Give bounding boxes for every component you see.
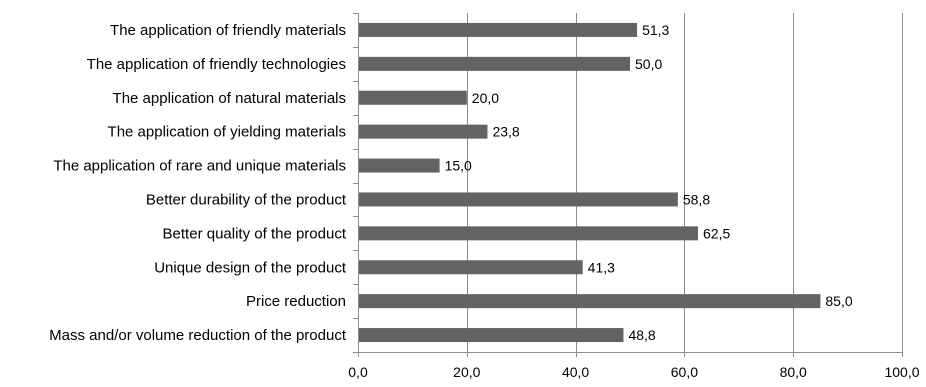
category-label: The application of natural materials — [113, 90, 346, 107]
category-label: The application of yielding materials — [108, 124, 346, 141]
category-label: Better quality of the product — [163, 225, 347, 242]
value-label: 23,8 — [492, 124, 519, 140]
value-label: 51,3 — [642, 22, 669, 38]
value-label: 50,0 — [635, 56, 662, 72]
x-tick-label: 80,0 — [780, 364, 807, 380]
bar — [359, 226, 698, 241]
bar — [359, 260, 583, 275]
category-label: Better durability of the product — [146, 191, 347, 208]
category-label: Price reduction — [246, 293, 346, 310]
bar — [359, 22, 638, 37]
value-label: 41,3 — [588, 259, 615, 275]
category-label: The application of rare and unique mater… — [53, 158, 346, 175]
bar — [359, 192, 678, 207]
x-tick-label: 20,0 — [453, 364, 480, 380]
bar — [359, 124, 488, 139]
category-label: Unique design of the product — [154, 259, 347, 276]
value-label: 15,0 — [445, 158, 472, 174]
bar — [359, 328, 624, 343]
value-label: 48,8 — [628, 327, 655, 343]
labels: 0,0 20,0 40,0 60,0 80,0 100,0 51,3 The applicat… — [49, 22, 920, 380]
value-label: 62,5 — [703, 225, 730, 241]
category-label: The application of friendly materials — [110, 22, 346, 39]
bar — [359, 294, 821, 309]
value-label: 20,0 — [472, 90, 499, 106]
x-tick-label: 100,0 — [884, 364, 919, 380]
x-tick-label: 60,0 — [671, 364, 698, 380]
bar — [359, 158, 440, 173]
category-label: Mass and/or volume reduction of the prod… — [49, 327, 347, 344]
bar — [359, 56, 630, 71]
x-tick-label: 0,0 — [348, 364, 368, 380]
category-label: The application of friendly technologies — [87, 56, 346, 73]
x-tick-label: 40,0 — [562, 364, 589, 380]
bar — [359, 90, 467, 105]
bars — [359, 22, 821, 343]
axes — [353, 13, 903, 357]
value-label: 58,8 — [683, 191, 710, 207]
value-label: 85,0 — [825, 293, 852, 309]
